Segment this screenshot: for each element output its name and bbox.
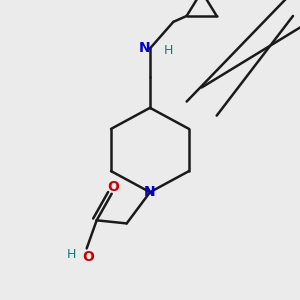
Text: N: N [139, 41, 151, 56]
Text: H: H [67, 248, 76, 261]
Text: O: O [107, 180, 119, 194]
Text: H: H [164, 44, 173, 57]
Text: O: O [82, 250, 94, 264]
Text: N: N [144, 185, 156, 199]
